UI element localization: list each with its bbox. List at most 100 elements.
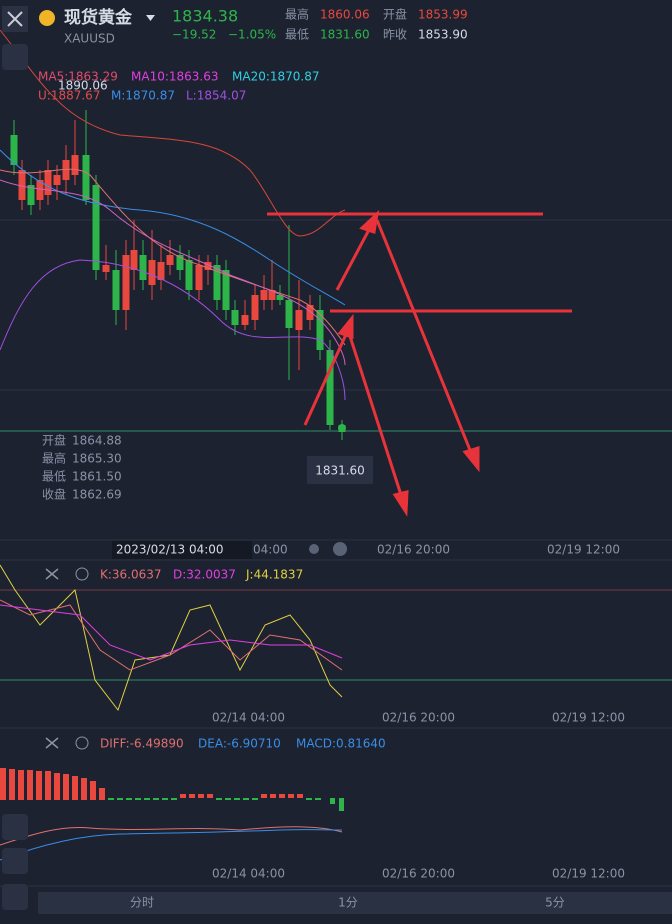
macd-bar bbox=[99, 788, 105, 800]
candle-body bbox=[82, 155, 90, 200]
tooltip-label: 最高 bbox=[42, 451, 66, 466]
candle-body bbox=[306, 305, 314, 320]
tool-button[interactable] bbox=[2, 884, 28, 910]
candle-body bbox=[185, 260, 193, 290]
change: −19.52 bbox=[172, 28, 216, 42]
candle-body bbox=[295, 310, 303, 330]
macd-bar bbox=[243, 798, 249, 800]
candle-body bbox=[222, 270, 230, 310]
tool-button[interactable] bbox=[2, 814, 28, 840]
tooltip-value: 1862.69 bbox=[72, 488, 122, 502]
settings[interactable] bbox=[75, 567, 89, 581]
cursor-time: 2023/02/13 04:00 bbox=[116, 543, 224, 557]
macd-bar bbox=[72, 776, 78, 800]
tab[interactable]: 1分 bbox=[338, 896, 358, 910]
macd-label: MACD:0.81640 bbox=[296, 737, 386, 751]
diff-line bbox=[0, 826, 343, 846]
high-marker: 1890.06 bbox=[58, 79, 108, 93]
macd-bar bbox=[279, 794, 285, 798]
time-label: 02/14 04:00 bbox=[212, 867, 285, 881]
candle-body bbox=[10, 135, 18, 165]
symbol-name[interactable]: 现货黄金 bbox=[64, 7, 133, 28]
annotations bbox=[267, 209, 572, 517]
macd-bar bbox=[234, 798, 240, 800]
macd-bar bbox=[306, 798, 312, 800]
tooltip-value: 1865.30 bbox=[72, 452, 122, 466]
candle-body bbox=[139, 255, 147, 280]
candle-body bbox=[130, 250, 138, 270]
price-marker-box bbox=[307, 456, 373, 484]
time-label: 02/16 20:00 bbox=[382, 867, 455, 881]
candle-body bbox=[195, 265, 203, 290]
macd-bar bbox=[330, 798, 335, 804]
macd-bar bbox=[198, 794, 204, 798]
time-label: 02/19 12:00 bbox=[547, 543, 620, 557]
macd-bar bbox=[153, 798, 159, 800]
macd-bar bbox=[261, 794, 267, 798]
macd-bar bbox=[18, 770, 24, 800]
macd-bar bbox=[9, 769, 15, 800]
dot[interactable] bbox=[309, 544, 319, 554]
stat-label: 昨收 bbox=[383, 28, 407, 42]
candle-body bbox=[316, 310, 324, 350]
candle-body bbox=[268, 290, 276, 300]
dot[interactable] bbox=[333, 542, 347, 556]
macd-bar bbox=[288, 794, 294, 798]
boll-label: M:1870.87 bbox=[111, 89, 175, 103]
macd-bar bbox=[270, 794, 276, 798]
tooltip-label: 开盘 bbox=[42, 433, 66, 448]
macd-bar bbox=[117, 798, 123, 800]
settings[interactable] bbox=[75, 736, 89, 750]
macd-bar bbox=[252, 798, 258, 800]
macd-bar bbox=[180, 794, 186, 798]
macd-bar bbox=[108, 798, 114, 800]
macd-bar bbox=[162, 798, 168, 800]
tooltip-value: 1861.50 bbox=[72, 470, 122, 484]
close-panel[interactable] bbox=[45, 737, 59, 749]
tooltip-label: 收盘 bbox=[42, 487, 66, 502]
time-label: 04:00 bbox=[253, 543, 288, 557]
ma-label: MA5:1863.29 bbox=[38, 70, 118, 84]
grid bbox=[0, 219, 672, 887]
symbol-code: XAUUSD bbox=[64, 32, 115, 46]
candle-body bbox=[122, 255, 130, 310]
tab[interactable]: 分时 bbox=[130, 896, 154, 910]
kdj-d bbox=[0, 604, 343, 661]
tool-button[interactable] bbox=[2, 848, 28, 874]
stat-label: 开盘 bbox=[383, 7, 407, 22]
boll-lower bbox=[0, 259, 346, 401]
candle-body bbox=[157, 262, 165, 280]
macd-bar bbox=[216, 798, 222, 800]
tool-button[interactable] bbox=[2, 44, 28, 70]
time-label: 02/16 20:00 bbox=[382, 711, 455, 725]
candle-body bbox=[92, 185, 100, 270]
candle-body bbox=[166, 255, 174, 265]
dropdown[interactable] bbox=[146, 15, 155, 21]
boll-mid bbox=[0, 149, 346, 306]
macd-bar bbox=[90, 781, 96, 800]
macd-bar bbox=[81, 778, 87, 800]
tab-bar bbox=[38, 892, 672, 914]
macd-bar bbox=[171, 798, 177, 800]
candle-body bbox=[53, 175, 61, 185]
kdj-label: J:44.1837 bbox=[245, 568, 303, 582]
candles bbox=[10, 110, 346, 440]
tab[interactable]: 5分 bbox=[545, 896, 565, 910]
close-panel[interactable] bbox=[45, 568, 59, 580]
macd-bar bbox=[0, 768, 6, 800]
macd-bar bbox=[225, 798, 231, 800]
candle-body bbox=[231, 310, 239, 325]
candle-body bbox=[148, 260, 156, 285]
macd-bar bbox=[36, 771, 42, 800]
price: 1834.38 bbox=[172, 7, 238, 26]
ma5 bbox=[0, 168, 346, 346]
macd-bar bbox=[189, 794, 195, 798]
macd-bar bbox=[207, 794, 213, 798]
stat-value: 1831.60 bbox=[320, 28, 370, 42]
boll-label: U:1887.67 bbox=[38, 89, 100, 103]
candle-body bbox=[27, 185, 35, 205]
candle-body bbox=[213, 265, 221, 300]
candle-body bbox=[62, 160, 70, 180]
macd-bar bbox=[135, 798, 141, 800]
